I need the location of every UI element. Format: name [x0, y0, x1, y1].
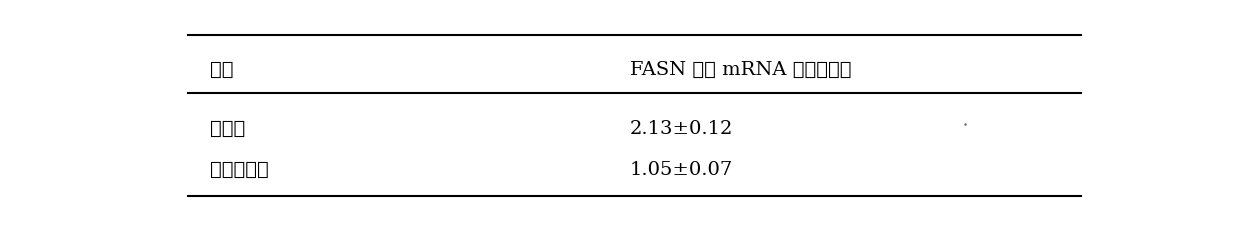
Text: 西门塔尔牛: 西门塔尔牛	[210, 161, 269, 179]
Text: 蒙古牛: 蒙古牛	[210, 120, 245, 138]
Text: 1.05±0.07: 1.05±0.07	[630, 161, 733, 179]
Text: 品种: 品种	[210, 61, 234, 79]
Text: FASN 基因 mRNA 相对表达量: FASN 基因 mRNA 相对表达量	[630, 61, 852, 79]
Text: 2.13±0.12: 2.13±0.12	[630, 120, 733, 138]
